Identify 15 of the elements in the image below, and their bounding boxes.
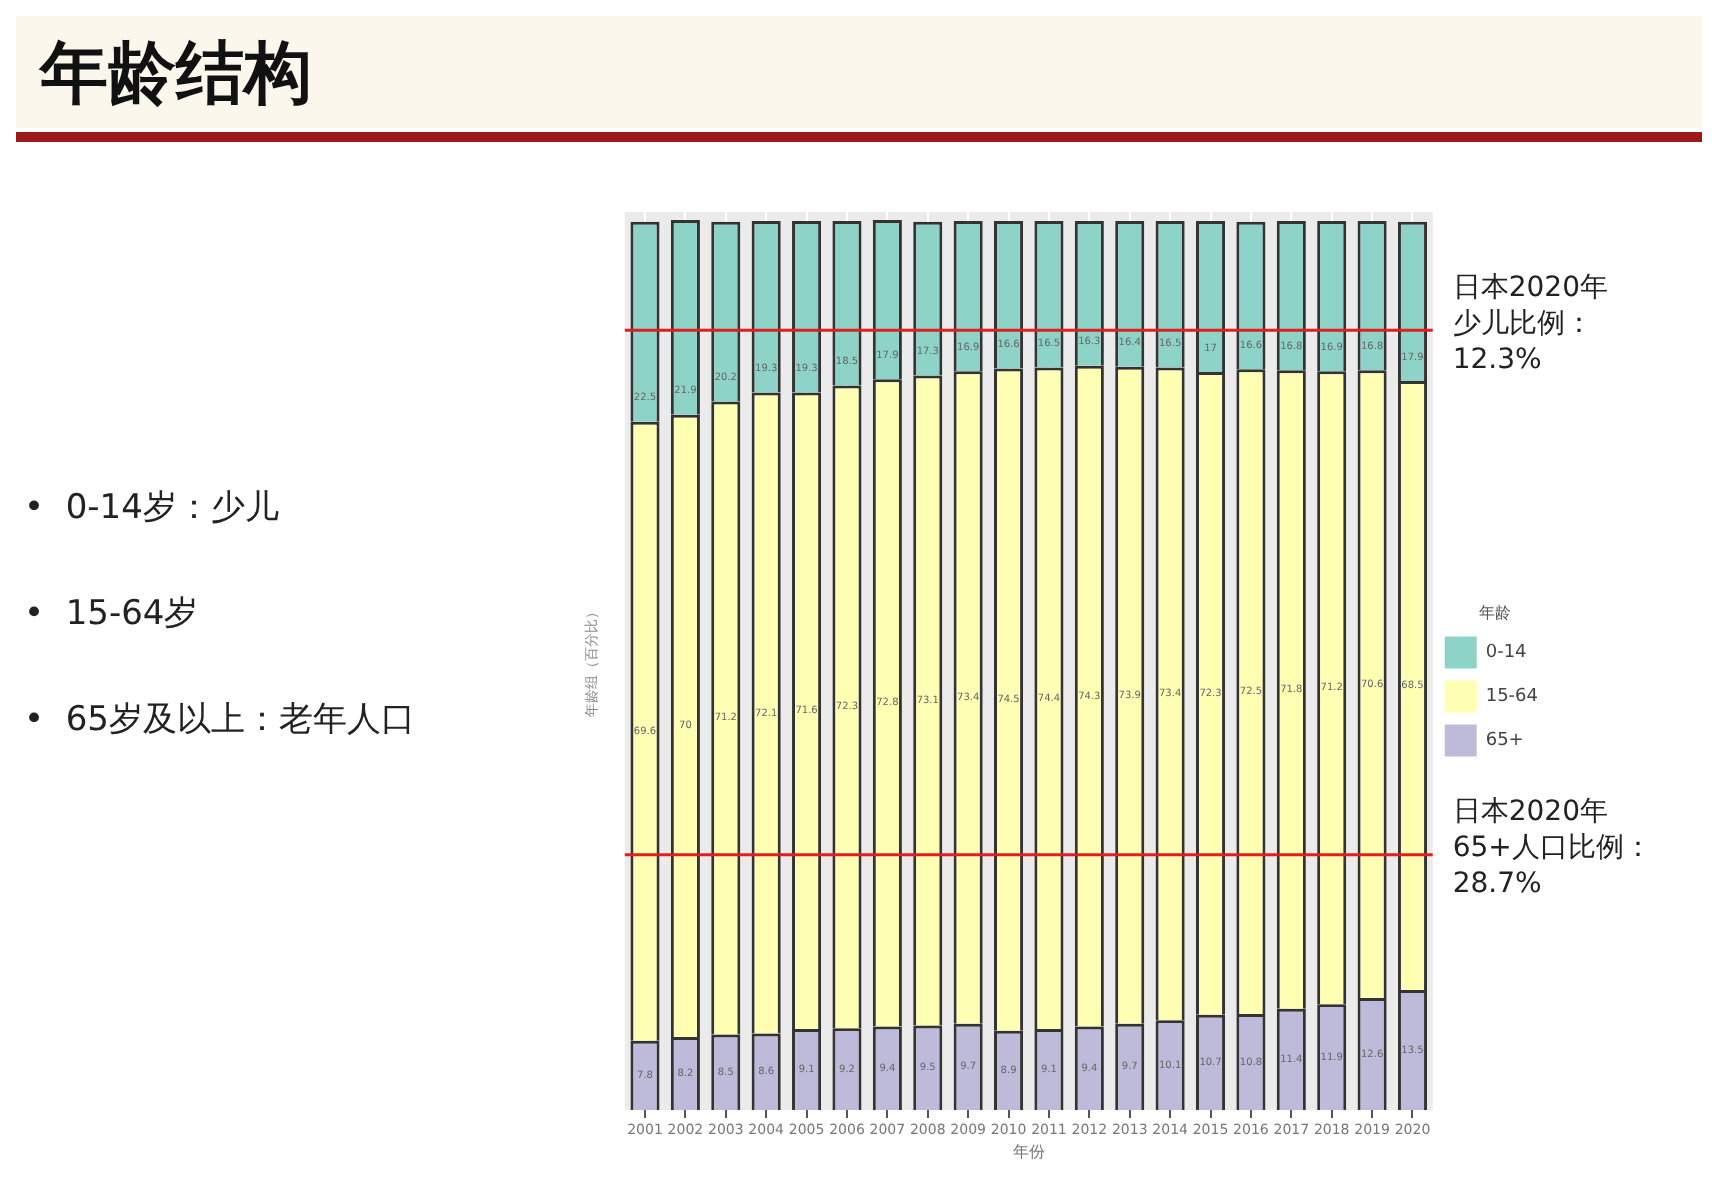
legend-label: 15-64: [1485, 687, 1539, 708]
text: • 15-64岁: [24, 592, 201, 638]
chart-title: 年龄结构: [40, 32, 312, 118]
legend-title: 年龄: [1479, 603, 1512, 622]
text: 少儿比例：: [1452, 307, 1593, 340]
text: 日本2020年: [1452, 271, 1608, 304]
legend-label: 65+: [1485, 731, 1524, 752]
text: • 0-14岁：少儿: [24, 486, 281, 532]
text: 65+人口比例：: [1452, 832, 1652, 865]
text: 28.7%: [1452, 868, 1542, 901]
legend-label: 0-14: [1485, 643, 1528, 664]
text: 日本2020年: [1452, 796, 1608, 829]
x-axis-title: 年份: [1012, 1142, 1045, 1161]
text: 12.3%: [1452, 343, 1542, 376]
text: • 65岁及以上：老年人口: [24, 698, 415, 744]
